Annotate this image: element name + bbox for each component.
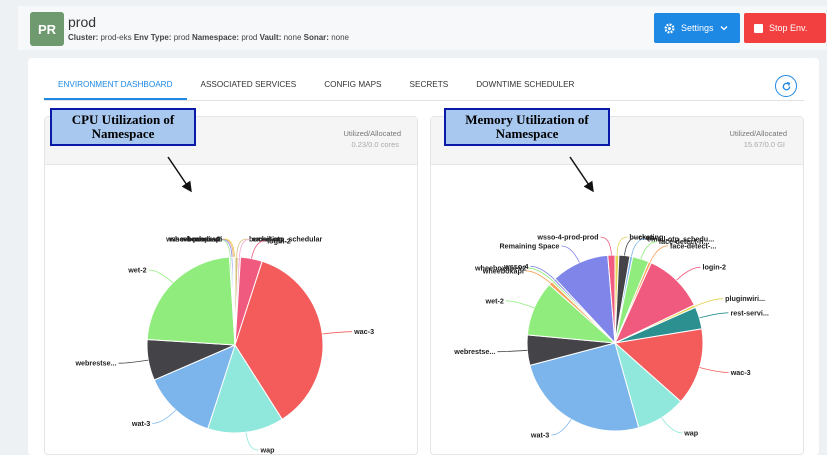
pie-connector (219, 238, 231, 258)
pie-connector (251, 240, 266, 259)
pie-connector (497, 349, 528, 353)
stop-icon (754, 23, 763, 33)
chevron-down-icon (720, 26, 727, 31)
cpu-utilization-panel: Utilized/Allocated 0.23/0.0 cores bucket… (44, 116, 418, 455)
pie-label: wheeboxapi (180, 235, 222, 244)
tab-associated-services[interactable]: ASSOCIATED SERVICES (200, 80, 297, 89)
pie-connector (649, 245, 669, 263)
pie-label: wac-3 (353, 327, 374, 336)
pie-label: wat-3 (530, 431, 549, 440)
pie-connector (530, 265, 555, 280)
cpu-callout: CPU Utilization of Namespace (50, 108, 196, 146)
tab-config-maps[interactable]: CONFIG MAPS (324, 80, 382, 89)
pie-connector (694, 298, 724, 307)
pie-slice-wheeboxapi[interactable] (233, 256, 236, 346)
tab-environment-dashboard[interactable]: ENVIRONMENT DASHBOARD (44, 78, 187, 100)
pie-label: cron (639, 233, 655, 242)
pie-connector (245, 432, 259, 451)
pie-connector (221, 238, 233, 258)
memory-util-label: Utilized/Allocated (729, 129, 787, 138)
pie-connector (224, 238, 235, 258)
pie-connector (676, 266, 701, 281)
stop-env-button[interactable]: Stop Env. (744, 13, 826, 43)
pie-label: pluginwiri... (725, 294, 765, 303)
pie-connector (239, 238, 251, 258)
pie-connector (118, 359, 149, 364)
settings-button[interactable]: Settings (654, 13, 740, 43)
pie-label: login-2 (703, 263, 727, 272)
pie-connector (505, 300, 535, 309)
tab-downtime-scheduler[interactable]: DOWNTIME SCHEDULER (476, 80, 575, 89)
cpu-util-value: 0.23/0.0 cores (351, 140, 399, 149)
pie-label: wsso-4-prod-... (165, 235, 217, 244)
pie-connector (528, 267, 553, 282)
refresh-button[interactable] (775, 75, 797, 97)
pie-connector (322, 331, 353, 335)
pie-label: wsso-4 (503, 262, 528, 271)
pie-connector (631, 238, 646, 257)
pie-label: face-detect-... (670, 241, 716, 250)
stop-env-label: Stop Env. (769, 23, 808, 33)
memory-pie-chart: bucketingcronemail-otp_schedu...face-det… (453, 233, 769, 440)
environment-header: PR prod Cluster: prod-eks Env Type: prod… (18, 6, 826, 50)
tab-divider (44, 100, 804, 101)
pie-connector (152, 409, 177, 424)
pie-label: webrestse... (74, 359, 116, 368)
memory-callout: Memory Utilization of Namespace (444, 108, 610, 146)
pie-label: rest-servi... (731, 308, 769, 317)
pie-slice-wac-3[interactable] (613, 328, 704, 403)
cpu-util-label: Utilized/Allocated (343, 129, 401, 138)
pie-label: wheeboxapi-v2 (168, 235, 221, 244)
gear-icon (664, 22, 675, 34)
tab-bar: ENVIRONMENT DASHBOARD ASSOCIATED SERVICE… (44, 78, 588, 100)
pie-connector (640, 241, 657, 260)
environment-name: prod (68, 14, 97, 30)
pie-label: wsso-4 (194, 235, 219, 244)
pie-connector (600, 236, 612, 256)
memory-utilization-panel: Utilized/Allocated 15.67/0.0 GI bucketin… (430, 116, 804, 455)
pie-label: wap (683, 428, 699, 437)
pie-connector (148, 269, 174, 284)
pie-label: wheeboxapi (482, 266, 524, 275)
pie-connector (561, 245, 580, 263)
pie-label: Remaining Space (499, 242, 559, 251)
pie-connector (699, 367, 729, 373)
refresh-icon (782, 81, 790, 90)
pie-label: face-detect-h... (659, 237, 710, 246)
pie-label: wet-2 (485, 296, 504, 305)
pie-connector (624, 237, 637, 256)
pie-slice-wet-2[interactable] (146, 256, 236, 346)
environment-meta: Cluster: prod-eks Env Type: prod Namespa… (68, 33, 349, 42)
tab-secrets[interactable]: SECRETS (409, 80, 449, 89)
pie-label: wsso-4-prod-prod (536, 233, 598, 242)
pie-label: email-otp_schedular (252, 235, 322, 244)
pie-connector (551, 419, 572, 436)
pie-label: wap (260, 446, 276, 455)
environment-avatar: PR (30, 12, 64, 46)
pie-label: wat-3 (131, 419, 150, 428)
pie-label: wheeboxapi-v2 (474, 264, 527, 273)
pie-connector (616, 236, 628, 256)
pie-label: bucketing (249, 235, 283, 244)
pie-label: wac-3 (730, 368, 751, 377)
pie-connector (699, 312, 729, 319)
memory-util-value: 15.67/0.0 GI (743, 140, 785, 149)
pie-label: webrestse... (453, 347, 495, 356)
pie-connector (525, 270, 551, 284)
pie-connector (661, 417, 683, 434)
pie-label: bucketing (629, 233, 663, 242)
pie-label: email-otp_schedu... (647, 234, 714, 243)
pie-label: wet-2 (127, 266, 146, 275)
pie-label: login-2 (267, 236, 291, 245)
pie-connector (236, 238, 248, 258)
settings-label: Settings (681, 23, 714, 33)
